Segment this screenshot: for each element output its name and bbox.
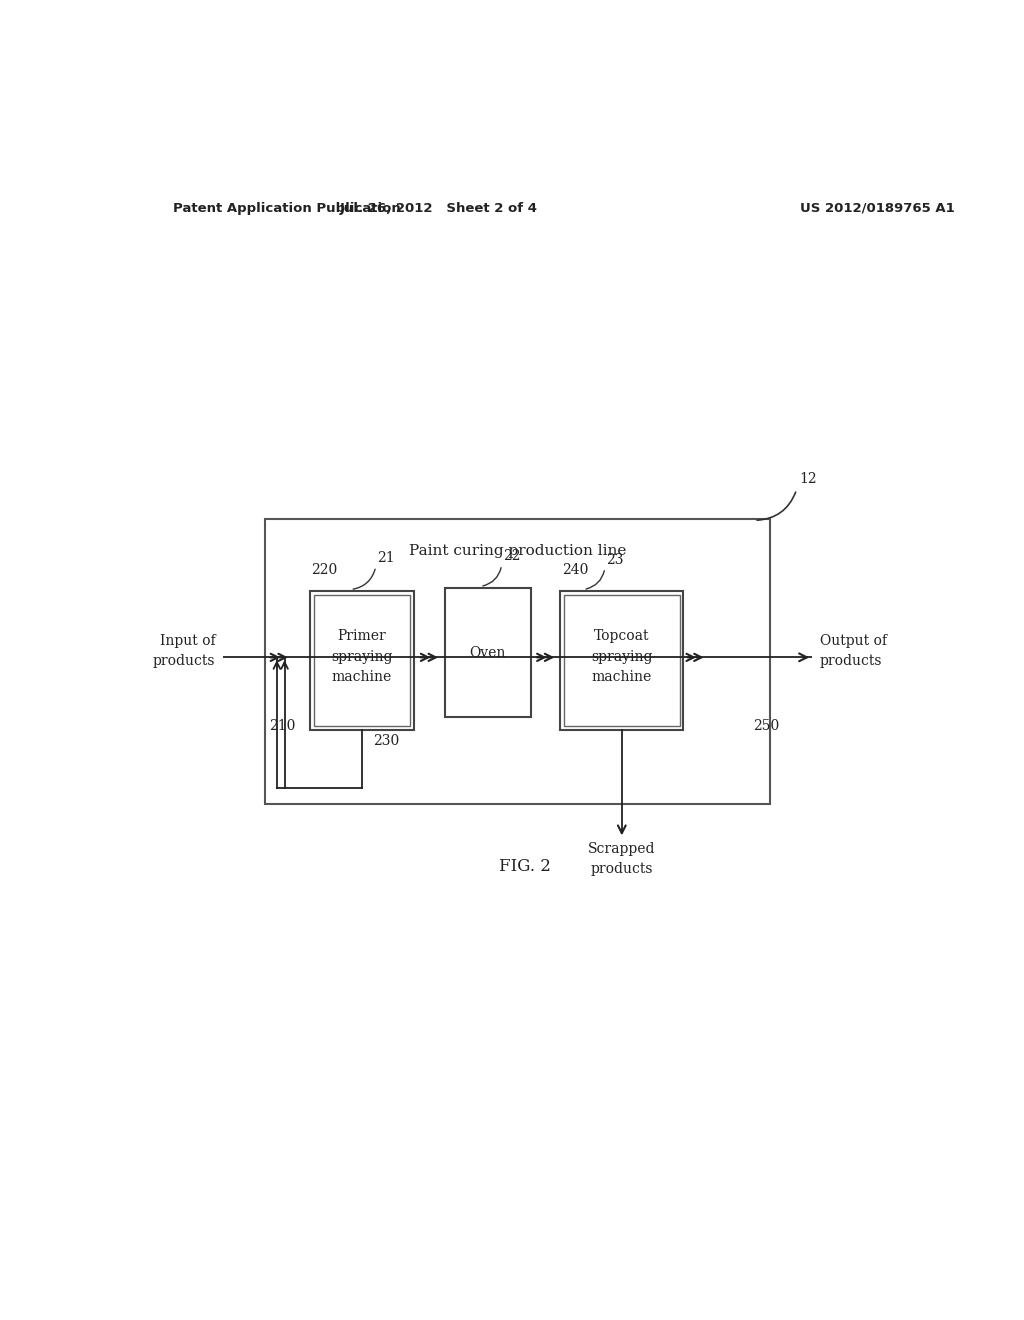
Text: Topcoat
spraying
machine: Topcoat spraying machine [591,630,652,684]
Text: 23: 23 [606,553,624,566]
Bar [444,589,531,718]
Text: 12: 12 [799,473,816,487]
Bar [313,595,410,726]
Text: 220: 220 [311,564,338,577]
Bar [265,519,770,804]
Text: Oven: Oven [470,645,506,660]
Text: US 2012/0189765 A1: US 2012/0189765 A1 [801,202,955,215]
Text: Scrapped
products: Scrapped products [588,842,655,875]
Text: 250: 250 [753,719,779,733]
Text: 21: 21 [378,550,395,565]
Bar [310,591,414,730]
Text: Paint curing production line: Paint curing production line [409,544,626,558]
Text: Input of
products: Input of products [153,635,215,668]
Text: 240: 240 [562,564,588,577]
Text: Primer
spraying
machine: Primer spraying machine [331,630,392,684]
Text: Patent Application Publication: Patent Application Publication [173,202,400,215]
Text: 210: 210 [269,719,296,733]
Text: FIG. 2: FIG. 2 [499,858,551,875]
Text: Jul. 26, 2012   Sheet 2 of 4: Jul. 26, 2012 Sheet 2 of 4 [340,202,538,215]
Text: Output of
products: Output of products [819,635,887,668]
Bar [560,591,683,730]
Text: 22: 22 [503,549,521,564]
Bar [564,595,680,726]
Text: 230: 230 [374,734,399,747]
